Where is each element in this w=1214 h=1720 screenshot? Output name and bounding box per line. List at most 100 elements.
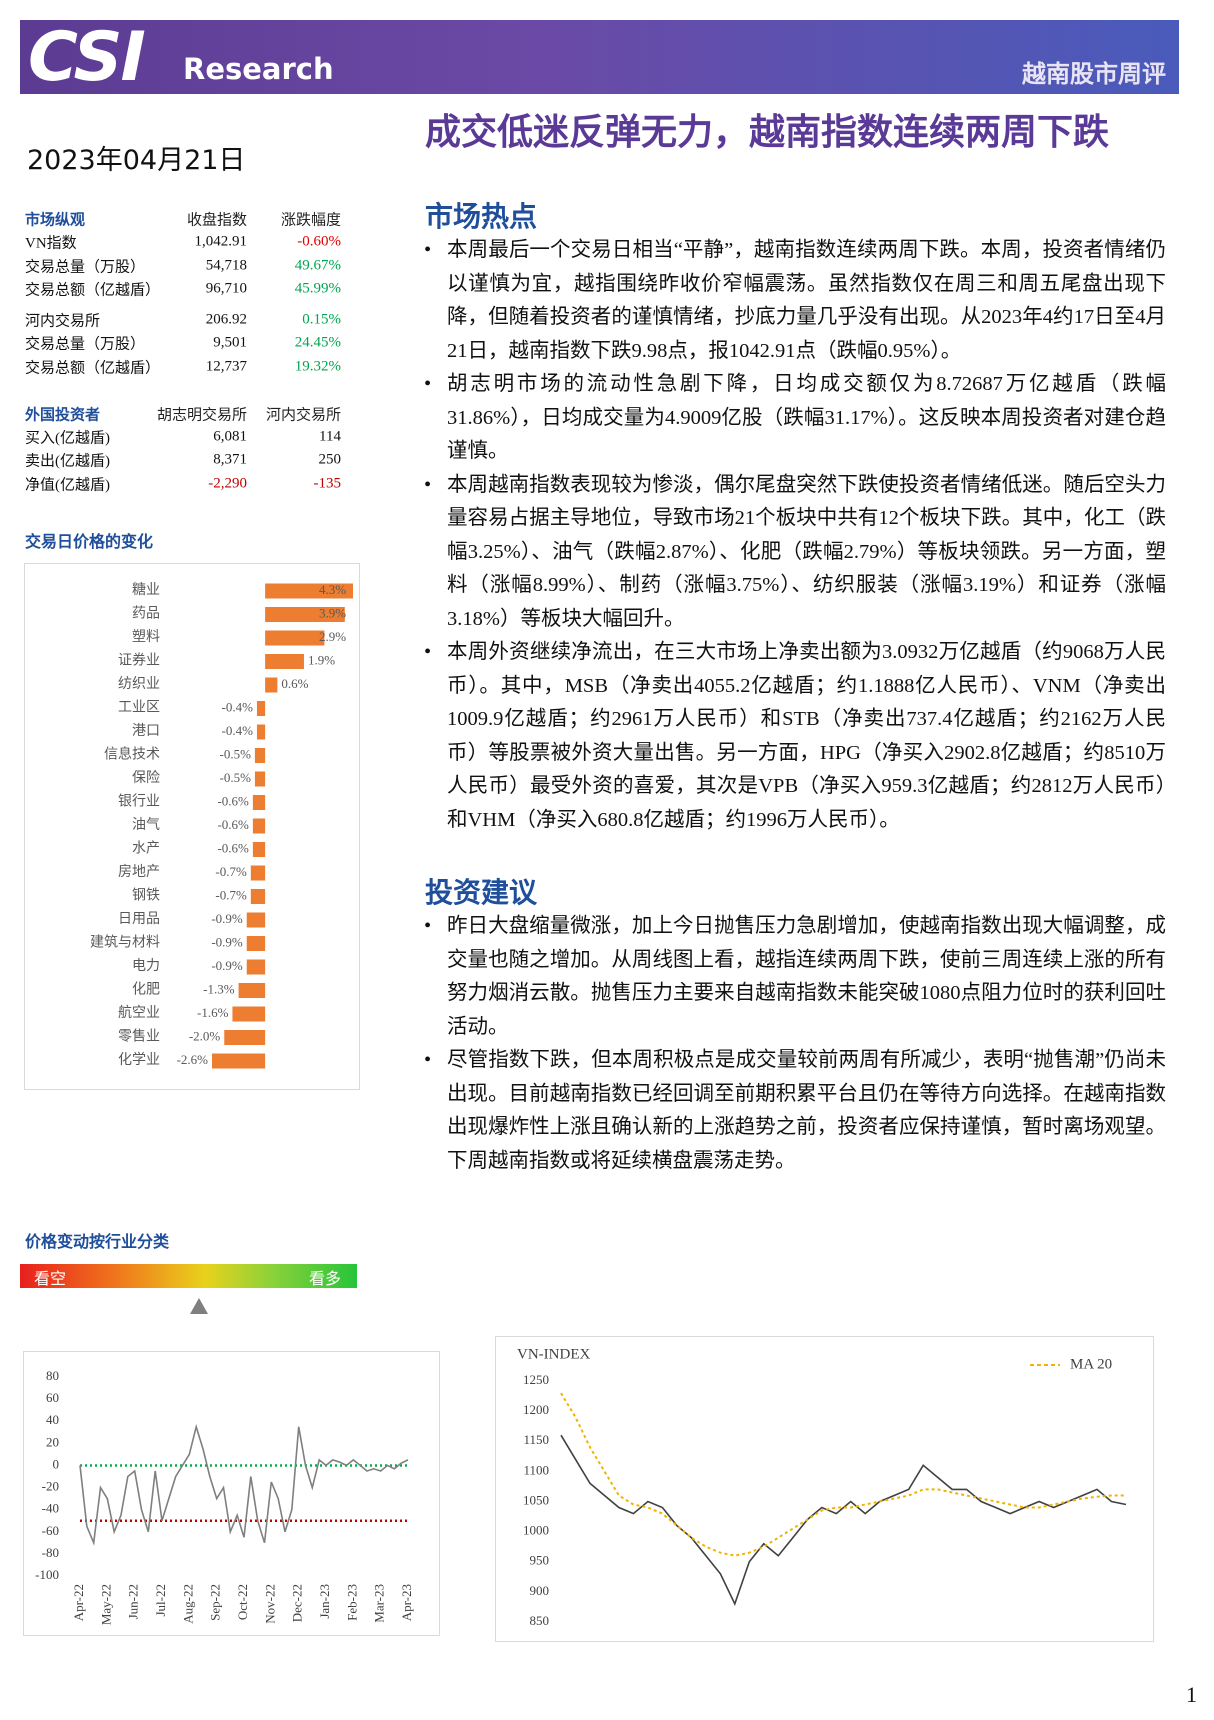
value-label: -1.3%	[203, 981, 235, 996]
y-tick-label: 1150	[523, 1432, 549, 1447]
bar	[252, 795, 266, 810]
table-cell: 1,042.91	[194, 233, 248, 250]
y-tick-label: 40	[46, 1412, 59, 1427]
table-cell: 24.45%	[294, 334, 341, 351]
value-label: -0.5%	[219, 746, 251, 761]
y-tick-label: 0	[53, 1456, 60, 1471]
section-heading: 市场热点	[425, 200, 538, 233]
category-label: 建筑与材料	[90, 935, 160, 951]
category-label: 工业区	[118, 700, 160, 716]
bullet-list: 本周最后一个交易日相当“平静”，越南指数连续两周下跌。本周，投资者情绪仍以谨慎为…	[424, 234, 1166, 837]
bar	[250, 889, 266, 904]
x-tick-label: Sep-22	[208, 1584, 223, 1621]
category-label: 药品	[132, 606, 160, 622]
bar	[252, 818, 266, 834]
brand: Research	[183, 52, 334, 86]
x-tick-label: Jun-22	[126, 1584, 141, 1619]
category-label: 日用品	[118, 912, 160, 927]
table-cell: 买入(亿越盾)	[25, 430, 110, 447]
y-tick-label: 20	[46, 1434, 59, 1449]
value-label: 4.3%	[319, 582, 346, 597]
category-label: 水产	[132, 841, 160, 857]
table-cell: 9,501	[213, 334, 247, 351]
category-label: 保险	[132, 770, 160, 786]
category-label: 零售业	[118, 1029, 160, 1045]
category-label: 证券业	[118, 653, 160, 669]
table-cell: 交易总额（亿越盾）	[25, 282, 161, 299]
table-header: 收盘指数	[186, 212, 247, 229]
category-label: 化学业	[118, 1052, 160, 1068]
table-cell: VN指数	[25, 235, 77, 252]
gauge-left-label: 看空	[34, 1271, 67, 1288]
y-tick-label: -60	[42, 1523, 59, 1538]
bar	[265, 677, 278, 693]
page-number: 1	[1186, 1682, 1197, 1707]
value-label: 0.6%	[281, 676, 308, 691]
table-cell: 8,371	[213, 451, 247, 468]
table-cell: 交易总量（万股）	[25, 259, 146, 276]
table-cell: 净值(亿越盾)	[25, 477, 110, 494]
bar	[256, 701, 266, 716]
category-label: 房地产	[118, 864, 160, 880]
table-cell: 114	[319, 428, 341, 445]
bar	[254, 771, 266, 787]
value-label: -0.4%	[222, 699, 254, 714]
series-line	[560, 1434, 1127, 1607]
x-tick-label: Aug-22	[180, 1584, 195, 1624]
y-tick-label: -20	[42, 1479, 59, 1494]
section-heading: 投资建议	[425, 876, 538, 909]
y-tick-label: 80	[46, 1368, 59, 1383]
bullet-item: 本周外资继续净流出，在三大市场上净卖出额为3.0932万亿越盾（约9068万人民…	[424, 636, 1166, 837]
report-title: 成交低迷反弹无力，越南指数连续两周下跌	[425, 111, 1110, 153]
value-label: 2.9%	[319, 629, 346, 644]
legend-label: MA 20	[1070, 1356, 1112, 1372]
y-tick-label: -40	[42, 1501, 59, 1516]
category-label: 信息技术	[104, 746, 160, 763]
value-label: -0.7%	[215, 887, 247, 902]
report-date: 2023年04月21日	[27, 145, 246, 176]
y-tick-label: -80	[42, 1545, 59, 1560]
chart-title: 交易日价格的变化	[25, 532, 154, 551]
category-label: 油气	[132, 817, 160, 833]
x-tick-label: Apr-22	[71, 1584, 86, 1621]
category-label: 化肥	[132, 982, 160, 998]
value-label: -2.0%	[189, 1028, 221, 1043]
y-tick-label: 900	[530, 1583, 550, 1598]
bullet-list: 昨日大盘缩量微涨，加上今日抛售压力急剧增加，使越南指数出现大幅调整，成交量也随之…	[424, 910, 1166, 1178]
bar	[232, 1006, 266, 1022]
value-label: -0.4%	[222, 723, 254, 738]
chart-frame	[23, 1351, 440, 1636]
bar	[246, 959, 266, 975]
table-cell: -0.60%	[297, 233, 341, 250]
gauge-right-label: 看多	[309, 1271, 342, 1288]
bar	[252, 842, 266, 857]
value-label: -0.7%	[215, 864, 247, 879]
bullet-item: 本周越南指数表现较为惨淡，偶尔尾盘突然下跌使投资者情绪低迷。随后空头力量容易占据…	[424, 469, 1166, 637]
category-label: 塑料	[132, 629, 160, 645]
value-label: -2.6%	[177, 1052, 209, 1067]
value-label: -1.6%	[197, 1005, 229, 1020]
chart-frame	[495, 1336, 1154, 1642]
bar	[265, 583, 353, 599]
bar	[265, 607, 345, 622]
bar	[265, 630, 325, 646]
table-header: 外国投资者	[25, 407, 101, 424]
chart-frame	[24, 563, 360, 1090]
value-label: 3.9%	[319, 605, 346, 620]
category-label: 纺织业	[118, 676, 160, 692]
x-tick-label: Apr-23	[399, 1584, 414, 1621]
x-tick-label: Dec-22	[290, 1584, 305, 1622]
bar	[254, 748, 266, 763]
table-header: 涨跌幅度	[280, 212, 341, 229]
gauge-pointer	[190, 1298, 208, 1314]
x-tick-label: Jul-22	[153, 1584, 168, 1617]
x-tick-label: Mar-23	[372, 1584, 387, 1623]
x-tick-label: Feb-23	[344, 1584, 359, 1621]
y-tick-label: 950	[530, 1553, 550, 1568]
table-cell: 0.15%	[302, 311, 341, 328]
table-cell: 19.32%	[294, 358, 341, 375]
table-cell: 206.92	[205, 311, 247, 328]
y-tick-label: 1100	[523, 1462, 549, 1477]
category-label: 钢铁	[132, 888, 160, 904]
